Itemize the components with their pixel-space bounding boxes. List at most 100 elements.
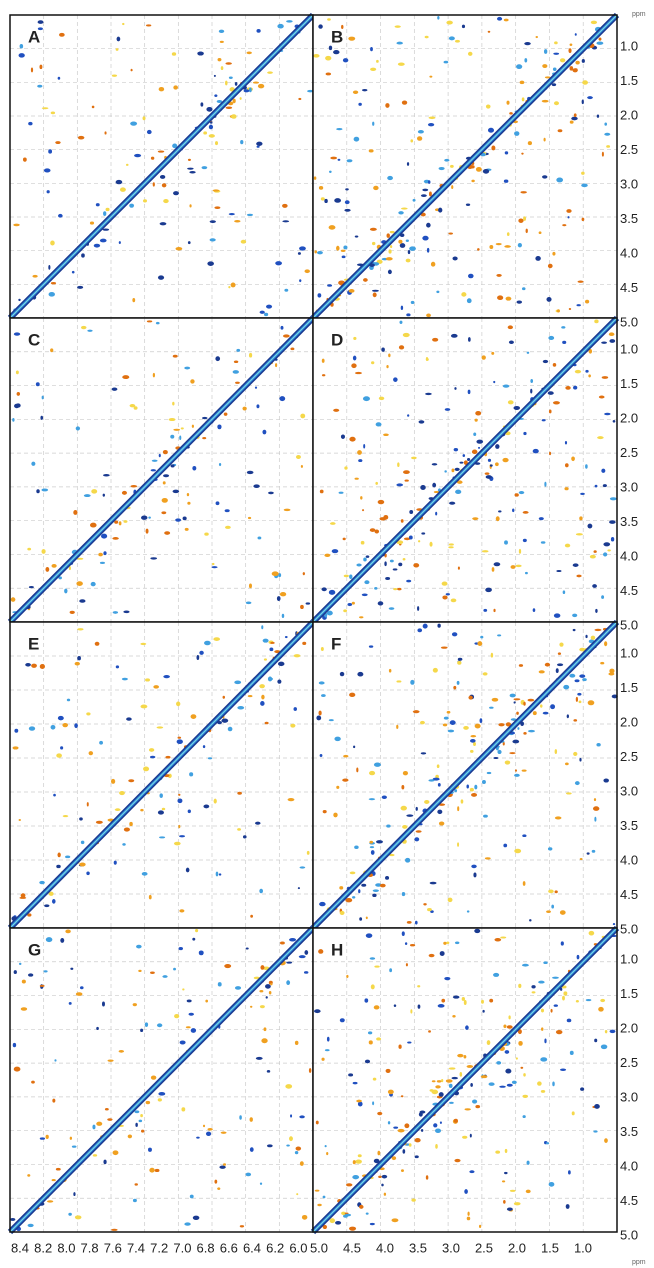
cross-peak [355,1159,362,1164]
cross-peak [13,223,20,227]
cross-peak [462,1135,468,1139]
cross-peak [99,238,107,243]
cross-peak [81,253,85,258]
cross-peak [470,165,475,169]
cross-peak [31,1080,35,1084]
cross-peak [266,304,273,309]
cross-peak [562,340,567,344]
cross-peak [358,102,362,106]
cross-peak [322,1224,328,1230]
cross-peak [369,840,374,844]
cross-peak [521,287,526,291]
cross-peak [407,249,411,255]
cross-peak [590,20,598,25]
cross-peak [259,888,264,894]
cross-peak [173,967,176,971]
x-tick-label: 2.5 [475,1240,493,1255]
cross-peak [152,182,155,187]
cross-peak [151,459,158,462]
cross-peak [604,1138,608,1144]
cross-peak [362,396,370,402]
cross-peak [383,433,389,437]
cross-peak [64,588,68,594]
cross-peak [344,208,351,212]
cross-peak [149,1167,155,1173]
cross-peak [237,706,245,710]
cross-peak [96,1121,103,1126]
cross-peak [522,1115,526,1119]
cross-peak [514,769,517,772]
cross-peak [87,329,93,332]
x-tick-label: 8.2 [34,1240,52,1255]
cross-peak [245,601,252,605]
cross-peak [609,339,616,343]
cross-peak [569,43,573,46]
cross-peak [612,419,616,423]
cross-peak [448,1083,453,1088]
cross-peak [77,628,84,631]
cross-peak [481,780,486,785]
cross-peak [159,793,163,798]
cross-peak [461,24,466,29]
cross-peak [417,985,421,988]
cross-peak [435,511,438,516]
cross-peak [410,679,415,685]
cross-peak [528,729,535,733]
cross-peak [371,289,379,292]
cross-peak [275,363,278,368]
cross-peak [542,359,549,364]
cross-peak [465,1025,469,1030]
cross-peak [249,1117,253,1122]
cross-peak [400,1169,404,1173]
cross-peak [417,540,421,543]
cross-peak [466,910,470,913]
cross-peak [509,752,516,755]
spectrum-panel [7,619,316,931]
cross-peak [487,127,495,133]
cross-peak [132,1198,137,1203]
cross-peak [179,835,185,838]
cross-peak [353,745,356,749]
cross-peak [172,143,178,149]
cross-peak [502,384,510,388]
cross-peak [48,891,54,896]
cross-peak [298,955,306,959]
cross-peak [299,279,302,283]
cross-peak [575,533,583,536]
cross-peak [548,1181,555,1187]
cross-peak [271,571,279,577]
cross-peak [62,723,69,728]
cross-peak [205,1131,212,1136]
cross-peak [548,889,554,894]
cross-peak [449,501,456,505]
cross-peak [369,846,375,849]
cross-peak [530,379,534,384]
cross-peak [578,700,582,704]
cross-peak [569,1050,574,1056]
cross-peak [425,392,432,396]
cross-peak [593,1130,598,1133]
cross-peak [592,806,600,811]
cross-peak [477,248,480,251]
cross-peak [521,963,529,967]
axis-unit: ppm [632,11,646,18]
cross-peak [141,871,148,876]
cross-peak [452,995,460,999]
y-tick-label: 4.5 [620,280,638,295]
cross-peak [550,704,556,710]
cross-peak [27,1174,31,1177]
cross-peak [493,608,496,613]
cross-peak [425,357,429,362]
cross-peak [515,564,522,568]
cross-peak [373,762,381,767]
cross-peak [158,453,161,458]
cross-peak [157,275,165,280]
cross-peak [363,557,367,562]
cross-peak [50,111,56,115]
cross-peak [324,1049,330,1052]
cross-peak [431,463,438,466]
cross-peak [86,712,91,716]
cross-peak [612,923,616,926]
cross-peak [538,231,542,235]
cross-peak [234,680,242,685]
